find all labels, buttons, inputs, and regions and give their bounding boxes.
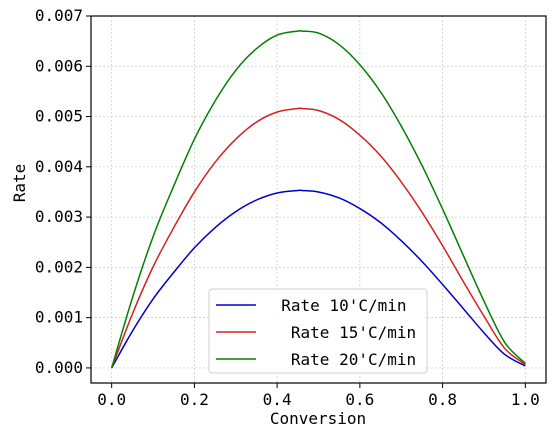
x-tick-label: 0.0 [97,390,126,409]
series-lines [110,29,526,369]
y-tick-label: 0.000 [35,358,83,377]
y-tick-label: 0.003 [35,207,83,226]
legend-box [208,288,428,374]
x-tick-label: 0.4 [263,390,292,409]
y-tick-label: 0.001 [35,308,83,327]
legend-label: Rate 15'C/min [262,323,416,342]
legend-label: Rate 20'C/min [262,350,416,369]
legend-label: Rate 10'C/min [262,296,407,315]
x-axis-label: Conversion [270,409,366,428]
y-axis-ticks: 0.000 0.001 0.002 0.003 0.004 0.005 0.006 0.007 [35,6,91,377]
plot-frame [90,15,547,384]
series-line [110,29,526,369]
y-tick-label: 0.002 [35,257,83,276]
legend: Rate 10'C/min Rate 15'C/min Rate 20'C/mi… [208,288,428,374]
series-line [110,107,526,369]
x-tick-label: 1.0 [511,390,540,409]
x-tick-label: 0.2 [180,390,209,409]
y-tick-label: 0.006 [35,56,83,75]
x-tick-label: 0.6 [345,390,374,409]
x-axis-ticks: 0.0 0.2 0.4 0.6 0.8 1.0 [97,383,540,409]
y-tick-label: 0.004 [35,157,83,176]
y-axis-label: Rate [10,164,29,203]
y-tick-label: 0.007 [35,6,83,25]
series-line [111,189,526,369]
y-tick-label: 0.005 [35,107,83,126]
x-tick-label: 0.8 [428,390,457,409]
